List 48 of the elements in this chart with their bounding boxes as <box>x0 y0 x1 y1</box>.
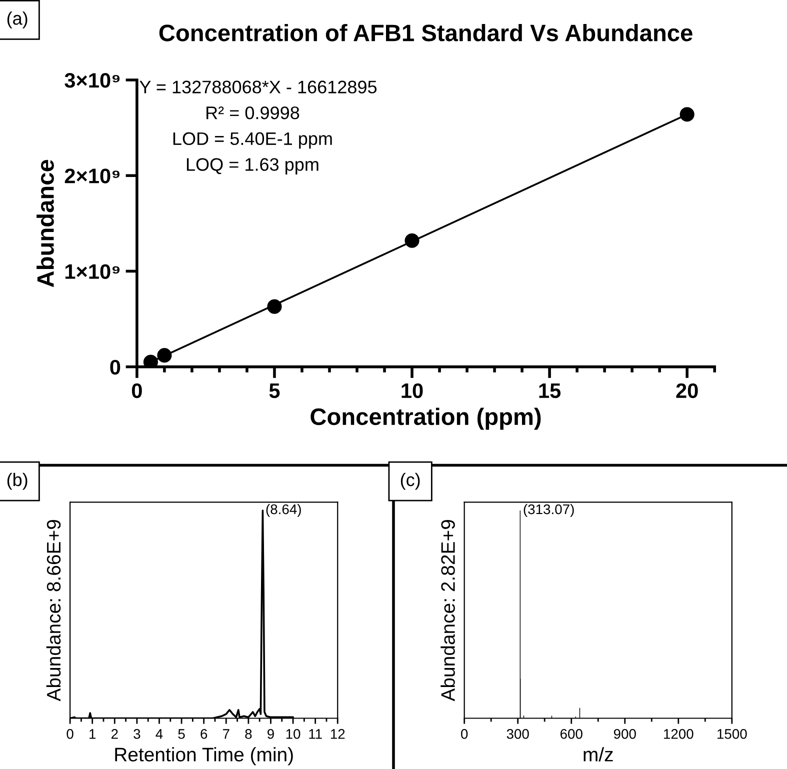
y-axis-title: Abundance: 8.66E+9 <box>46 520 61 702</box>
x-tick-label: 20 <box>676 383 698 398</box>
text: (b) <box>7 472 28 490</box>
annotation: LOQ = 1.63 ppm <box>186 158 318 174</box>
y-tick-label: 0 <box>110 360 120 375</box>
x-tick-label: 600 <box>560 729 582 739</box>
x-tick-label: 8 <box>245 729 252 739</box>
annotation: R² = 0.9998 <box>206 106 300 120</box>
x-tick-label: 6 <box>200 729 208 739</box>
x-tick-label: 3 <box>134 729 140 739</box>
chart-title: Concentration of AFB1 Standard Vs Abundance <box>159 24 692 42</box>
x-tick-label: 11 <box>309 729 322 739</box>
point <box>157 348 172 363</box>
text: (a) <box>7 12 28 28</box>
annotation: LOD = 5.40E-1 ppm <box>173 132 332 149</box>
x-tick-label: 15 <box>539 384 561 398</box>
x-tick-label: 2 <box>111 729 118 739</box>
annotation: (313.07) <box>524 504 574 517</box>
x-tick-label: 300 <box>506 729 529 739</box>
annotation: (8.64) <box>266 504 301 517</box>
x-axis-title: Concentration (ppm) <box>310 408 541 430</box>
x-tick-label: 4 <box>156 729 163 739</box>
x-tick-label: 1500 <box>718 729 747 739</box>
point <box>143 354 158 367</box>
y-tick-label: 3×10⁹ <box>64 72 120 88</box>
point <box>267 299 282 314</box>
x-tick-label: 10 <box>286 729 300 739</box>
text: (c) <box>400 472 420 490</box>
x-tick-label: 12 <box>330 729 345 739</box>
x-axis-title: m/z <box>584 747 613 762</box>
y-axis-title: Abundance <box>36 160 54 288</box>
x-tick-label: 900 <box>614 729 636 739</box>
point <box>404 233 420 248</box>
x-tick-label: 10 <box>402 383 423 398</box>
point <box>680 107 694 122</box>
x-tick-label: 5 <box>178 729 185 739</box>
x-tick-label: 5 <box>269 384 280 398</box>
x-tick-label: 7 <box>222 729 230 739</box>
annotation: Y = 132788068*X - 16612895 <box>140 80 377 94</box>
y-tick-label: 1×10⁹ <box>65 264 120 279</box>
x-tick-label: 1200 <box>664 729 694 739</box>
y-tick-label: 2×10⁹ <box>64 168 120 184</box>
x-tick-label: 1 <box>90 729 96 739</box>
x-tick-label: 0 <box>461 729 468 739</box>
x-axis-title: Retention Time (min) <box>115 747 293 766</box>
x-tick-label: 9 <box>268 729 274 739</box>
x-tick-label: 0 <box>132 383 142 398</box>
y-axis-title: Abundance: 2.82E+9 <box>440 520 455 702</box>
